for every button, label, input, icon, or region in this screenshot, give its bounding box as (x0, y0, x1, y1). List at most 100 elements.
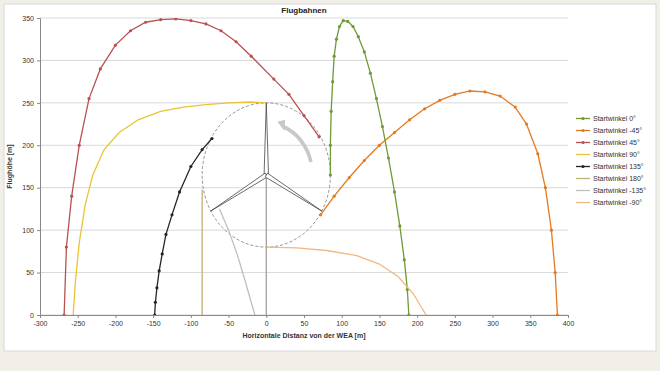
series-marker (363, 159, 366, 162)
x-tick: 200 (412, 315, 424, 327)
x-tick-label: 150 (374, 320, 386, 327)
x-tick-mark (493, 315, 494, 318)
series-marker (387, 156, 390, 159)
series-marker (536, 152, 539, 155)
x-tick: -200 (109, 315, 123, 327)
rotation-arrow (283, 127, 311, 162)
grid-line (40, 230, 568, 231)
series-line (64, 19, 319, 315)
x-tick-mark (153, 315, 154, 318)
series-marker (189, 19, 192, 22)
series-marker (544, 186, 547, 189)
x-tick-mark (304, 315, 305, 318)
series-marker (330, 110, 333, 113)
series-marker (346, 20, 349, 23)
x-axis-title: Horizontale Distanz von der WEA [m] (242, 332, 365, 340)
y-tick-mark (37, 230, 40, 231)
series-marker (287, 93, 290, 96)
x-tick-label: 300 (487, 320, 499, 327)
x-tick-label: -250 (71, 320, 85, 327)
x-tick-mark (191, 315, 192, 318)
series-marker (499, 94, 502, 97)
x-tick-mark (379, 315, 380, 318)
x-tick-label: -200 (109, 320, 123, 327)
grid-line (40, 187, 568, 188)
legend-label: Startwinkel -90° (593, 199, 642, 206)
y-axis: 050100150200250300350 (22, 15, 40, 319)
series-marker (154, 301, 157, 304)
x-tick: 250 (450, 315, 462, 327)
y-tick-mark (37, 103, 40, 104)
series-marker (272, 77, 275, 80)
series-marker (129, 29, 132, 32)
series-marker (351, 25, 354, 28)
rotor-blade (264, 103, 268, 175)
y-tick-label: 300 (22, 57, 34, 64)
x-tick-label: 400 (563, 320, 575, 327)
y-tick-mark (37, 273, 40, 274)
legend-label: Startwinkel 0° (593, 115, 636, 122)
y-tick-mark (37, 315, 40, 316)
series-marker (189, 165, 192, 168)
rotation-arrow-head (277, 120, 285, 131)
rotor-circle (202, 103, 330, 247)
legend-label: Startwinkel -45° (593, 127, 642, 134)
series-marker (235, 40, 238, 43)
series-marker (159, 18, 162, 21)
y-tick-mark (37, 145, 40, 146)
series-marker (170, 213, 173, 216)
series-marker (348, 176, 351, 179)
x-tick: 300 (487, 315, 499, 327)
series-marker (319, 213, 322, 216)
series-marker (65, 246, 68, 249)
series-marker (210, 137, 213, 140)
x-tick-mark (455, 315, 456, 318)
chart-title: Flugbahnen (281, 6, 326, 15)
y-tick: 350 (22, 15, 40, 22)
y-tick-label: 150 (22, 184, 34, 191)
legend-label: Startwinkel 45° (593, 139, 640, 146)
series-marker (178, 190, 181, 193)
series-marker (164, 233, 167, 236)
grid-line (40, 272, 568, 273)
series-marker (403, 258, 406, 261)
x-axis: -300-250-200-150-100-5005010015020025030… (33, 315, 574, 327)
series-line (266, 247, 426, 315)
series-marker (342, 19, 345, 22)
series-marker (153, 313, 156, 315)
y-tick: 0 (30, 312, 40, 319)
series-marker (331, 80, 334, 83)
chart: -300-250-200-150-100-5005010015020025030… (0, 0, 660, 371)
legend-swatch (576, 154, 590, 155)
series-marker (333, 55, 336, 58)
x-tick-mark (78, 315, 79, 318)
series-marker (381, 125, 384, 128)
series-marker (483, 90, 486, 93)
y-axis-title: Flughöhe [m] (6, 144, 14, 188)
series-marker (398, 224, 401, 227)
x-tick-label: 250 (450, 320, 462, 327)
grid-line (40, 102, 568, 103)
series-marker (407, 313, 410, 315)
rotor-blade (265, 173, 322, 211)
x-tick-mark (115, 315, 116, 318)
series-marker (375, 97, 378, 100)
series-line (202, 189, 203, 315)
series-marker (201, 148, 204, 151)
legend-label: Startwinkel 90° (593, 151, 640, 158)
x-tick-mark (417, 315, 418, 318)
legend-marker (581, 129, 584, 132)
series-marker (514, 106, 517, 109)
y-tick-label: 100 (22, 227, 34, 234)
series-marker (63, 313, 66, 315)
x-tick-label: -100 (184, 320, 198, 327)
legend-label: Startwinkel -135° (593, 187, 646, 194)
series-marker (219, 29, 222, 32)
y-tick-label: 350 (22, 15, 34, 22)
x-tick-label: 0 (265, 320, 269, 327)
x-tick: -50 (224, 315, 234, 327)
plot-area (63, 18, 560, 315)
legend-label: Startwinkel 135° (593, 163, 644, 170)
x-tick: -250 (71, 315, 85, 327)
y-tick: 100 (22, 227, 40, 234)
